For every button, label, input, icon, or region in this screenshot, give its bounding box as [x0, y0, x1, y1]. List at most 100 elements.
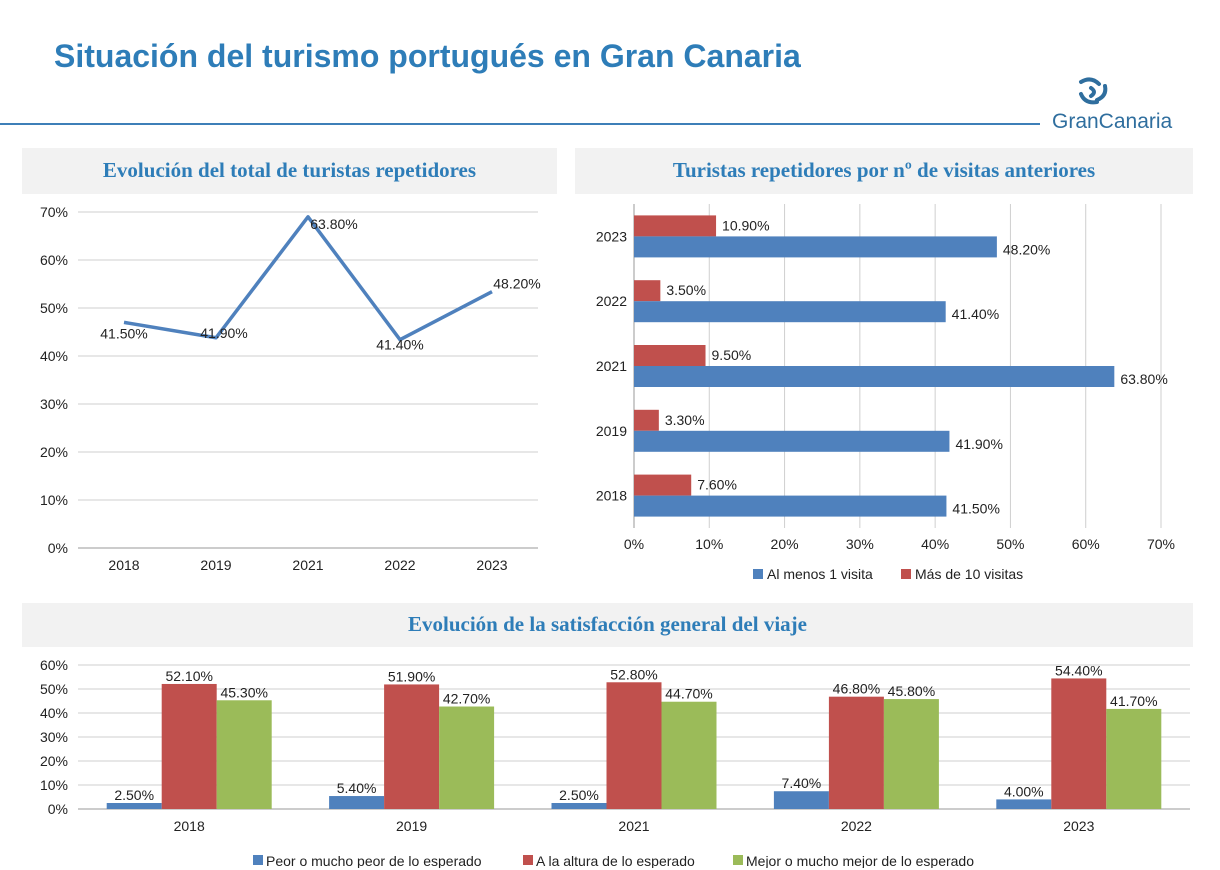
legend-swatch [733, 855, 743, 865]
data-label: 41.70% [1110, 693, 1157, 709]
y-tick-label: 2022 [596, 293, 627, 309]
bar [634, 495, 947, 517]
data-label: 2.50% [114, 787, 154, 803]
bar [329, 796, 385, 809]
data-label: 44.70% [665, 686, 712, 702]
y-tick-label: 60% [40, 252, 68, 268]
data-label: 3.30% [665, 412, 705, 428]
y-tick-label: 2018 [596, 488, 627, 504]
bar [634, 215, 717, 237]
legend-swatch [253, 855, 263, 865]
bar [216, 700, 272, 809]
x-tick-label: 2023 [476, 557, 507, 573]
x-tick-label: 50% [996, 536, 1024, 552]
legend-swatch [901, 569, 911, 579]
hbar-chart: 0% 10% 20% 30% 40% 50% 60% 70% 2023 10.90% 48.20% 2… [596, 204, 1175, 582]
bar [828, 696, 884, 809]
y-tick-label: 50% [40, 681, 68, 697]
x-tick-label: 2019 [200, 557, 231, 573]
data-label: 51.90% [388, 668, 435, 684]
bar-chart-title: Evolución de la satisfacción general del… [22, 603, 1193, 647]
bar [634, 474, 692, 496]
bar [883, 699, 939, 809]
line-chart: 0% 10% 20% 30% 40% 50% 60% 70% 2018 2019 2021 2022 2… [40, 204, 541, 573]
y-tick-label: 10% [40, 777, 68, 793]
page-title: Situación del turismo portugués en Gran … [54, 38, 801, 74]
y-tick-label: 0% [48, 801, 68, 817]
bar [634, 345, 706, 366]
bar [773, 791, 829, 809]
data-label: 10.90% [722, 217, 769, 233]
data-label: 41.90% [200, 325, 247, 341]
legend-label: Peor o mucho peor de lo esperado [266, 853, 482, 868]
legend-label: Mejor o mucho mejor de lo esperado [746, 853, 974, 868]
bar [106, 803, 162, 809]
x-tick-label: 10% [695, 536, 723, 552]
y-tick-label: 10% [40, 492, 68, 508]
y-tick-label: 30% [40, 729, 68, 745]
data-label: 41.90% [955, 436, 1002, 452]
data-label: 7.60% [697, 477, 737, 493]
line-chart-title: Evolución del total de turistas repetido… [22, 148, 557, 194]
data-label: 52.80% [610, 666, 657, 682]
logo-text: GranCanaria [1052, 110, 1173, 133]
data-label: 3.50% [666, 282, 706, 298]
grouped-bar-chart: 0% 10% 20% 30% 40% 50% 60% 2018 2.50% 52.10% 45.30… [40, 657, 1190, 868]
y-tick-label: 2021 [596, 358, 627, 374]
x-tick-label: 40% [921, 536, 949, 552]
y-tick-label: 60% [40, 657, 68, 673]
y-tick-label: 2023 [596, 228, 627, 244]
x-tick-label: 2022 [384, 557, 415, 573]
data-label: 41.40% [376, 337, 423, 353]
bar [1051, 678, 1107, 809]
bar [634, 236, 997, 258]
data-label: 45.30% [220, 684, 267, 700]
x-tick-label: 2019 [396, 818, 427, 834]
x-tick-label: 20% [771, 536, 799, 552]
data-label: 42.70% [443, 691, 490, 707]
bar [634, 280, 661, 302]
data-label: 4.00% [1004, 783, 1044, 799]
bar [439, 706, 495, 809]
data-label: 41.50% [952, 501, 999, 517]
data-label: 54.40% [1055, 662, 1102, 678]
data-label: 7.40% [782, 775, 822, 791]
y-tick-label: 40% [40, 705, 68, 721]
x-tick-label: 2023 [1063, 818, 1094, 834]
y-tick-label: 70% [40, 204, 68, 220]
x-tick-label: 2021 [618, 818, 649, 834]
x-tick-label: 2018 [174, 818, 205, 834]
data-label: 5.40% [337, 780, 377, 796]
x-tick-label: 60% [1072, 536, 1100, 552]
y-tick-label: 30% [40, 396, 68, 412]
bar [551, 803, 607, 809]
data-label: 63.80% [1120, 371, 1167, 387]
gran-canaria-logo-icon [1079, 77, 1108, 105]
legend-label: A la altura de lo esperado [536, 853, 695, 868]
legend-swatch [753, 569, 763, 579]
bar [634, 366, 1115, 387]
data-label: 41.40% [952, 306, 999, 322]
hbar-chart-title: Turistas repetidores por nº de visitas a… [575, 148, 1193, 194]
y-tick-label: 2019 [596, 423, 627, 439]
legend-label: Al menos 1 visita [767, 566, 873, 582]
bar [634, 430, 950, 452]
x-tick-label: 2022 [841, 818, 872, 834]
series-line [123, 215, 493, 342]
bar [634, 301, 946, 323]
data-label: 48.20% [493, 276, 540, 292]
y-tick-label: 0% [48, 540, 68, 556]
data-label: 2.50% [559, 787, 599, 803]
bar [661, 701, 717, 809]
bar [606, 682, 662, 809]
data-label: 46.80% [833, 681, 880, 697]
y-tick-label: 50% [40, 300, 68, 316]
data-label: 41.50% [100, 325, 147, 341]
bar [161, 683, 217, 809]
x-tick-label: 2021 [292, 557, 323, 573]
data-label: 63.80% [310, 216, 357, 232]
bar [384, 684, 440, 809]
legend-swatch [523, 855, 533, 865]
legend-label: Más de 10 visitas [915, 566, 1023, 582]
bar [1106, 708, 1162, 809]
